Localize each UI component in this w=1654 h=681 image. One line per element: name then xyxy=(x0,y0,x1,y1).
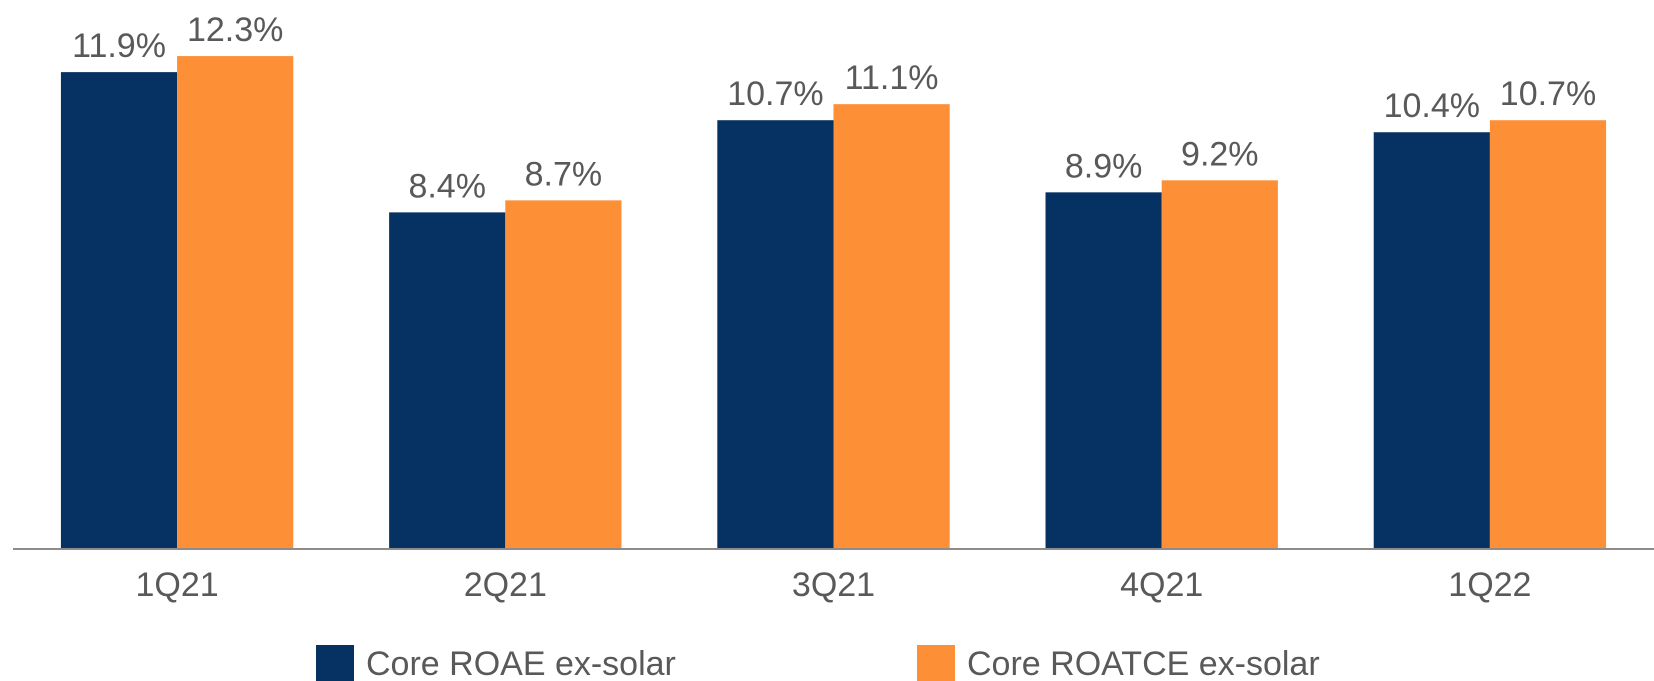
x-tick-label: 1Q22 xyxy=(1448,566,1531,604)
value-label: 11.1% xyxy=(845,59,939,97)
x-tick-label: 4Q21 xyxy=(1120,566,1203,604)
x-tick-label: 1Q21 xyxy=(136,566,219,604)
value-label: 8.9% xyxy=(1065,147,1143,185)
bar xyxy=(833,104,950,549)
value-label: 8.4% xyxy=(408,167,486,205)
bar xyxy=(1045,192,1162,549)
bar xyxy=(60,72,178,549)
legend-label: Core ROATCE ex-solar xyxy=(967,645,1320,681)
value-label: 12.3% xyxy=(187,11,283,49)
legend-label: Core ROAE ex-solar xyxy=(366,645,676,681)
legend-swatch xyxy=(917,645,955,681)
bar xyxy=(389,212,506,549)
x-tick-label: 2Q21 xyxy=(464,566,547,604)
bar xyxy=(505,200,622,549)
value-label: 10.4% xyxy=(1384,87,1480,125)
bar xyxy=(1161,180,1278,549)
value-label: 11.9% xyxy=(72,27,166,65)
bar xyxy=(177,56,294,549)
bar xyxy=(717,120,834,550)
bar xyxy=(1373,132,1490,550)
legend-swatch xyxy=(316,645,354,681)
bar xyxy=(1489,120,1607,550)
value-label: 10.7% xyxy=(727,75,823,113)
x-tick-label: 3Q21 xyxy=(792,566,875,604)
value-label: 10.7% xyxy=(1500,75,1596,113)
value-label: 9.2% xyxy=(1181,135,1259,173)
value-label: 8.7% xyxy=(525,155,603,193)
